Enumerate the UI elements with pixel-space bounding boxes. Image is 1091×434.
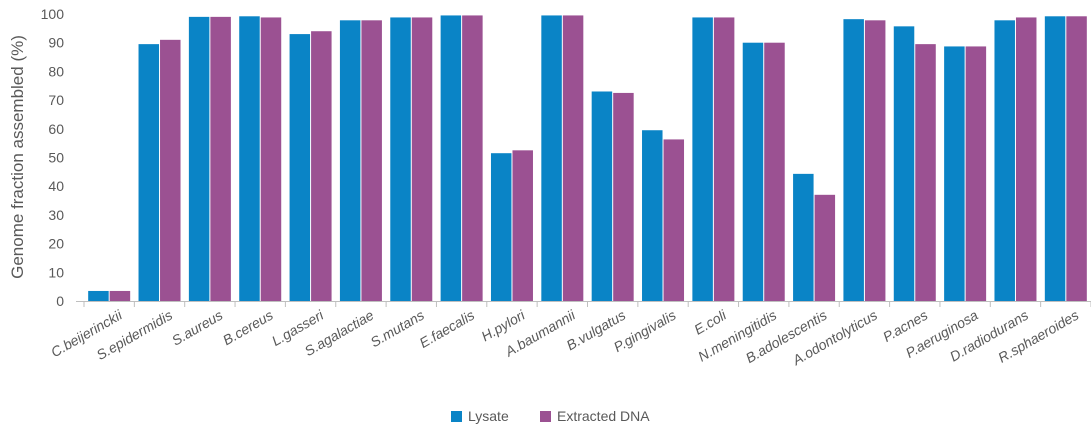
axes: 0 10 20 30 40 50 60 70 80 90 100: [41, 6, 1091, 309]
bar-extracted-dna: [915, 44, 936, 301]
bar-lysate: [742, 42, 764, 301]
y-tick-label: 80: [48, 63, 64, 79]
bar-extracted-dna: [965, 46, 987, 301]
x-tick-label: S.mutans: [368, 307, 427, 350]
bar-lysate: [692, 17, 713, 301]
bar-extracted-dna: [462, 15, 483, 302]
x-tick-label: E.faecalis: [417, 307, 478, 351]
y-tick-label: 30: [48, 207, 64, 223]
bar-extracted-dna: [764, 42, 785, 301]
bar-lysate: [793, 173, 814, 301]
bar-lysate: [642, 130, 663, 301]
y-tick-label: 100: [41, 6, 65, 22]
bar-lysate: [289, 34, 311, 302]
bar-extracted-dna: [613, 92, 634, 301]
bar-lysate: [944, 46, 965, 301]
bar-extracted-dna: [260, 17, 282, 301]
bar-lysate: [843, 19, 864, 301]
bar-lysate: [138, 44, 160, 301]
bar-extracted-dna: [713, 17, 735, 301]
bar-lysate: [188, 16, 210, 302]
y-tick-label: 0: [56, 293, 64, 309]
bar-extracted-dna: [160, 39, 181, 302]
x-tick-label: B.cereus: [220, 307, 276, 348]
y-tick-label: 60: [48, 121, 64, 137]
x-tick-label: A.odontolyticus: [789, 307, 880, 369]
bars: [88, 15, 1087, 302]
bar-extracted-dna: [1066, 16, 1087, 302]
legend-label: Lysate: [468, 408, 509, 424]
legend-label: Extracted DNA: [557, 408, 650, 424]
category-labels: C.beijerinckiiS.epidermidisS.aureusB.cer…: [48, 306, 1081, 368]
y-tick-label: 40: [48, 178, 64, 194]
y-tick-label: 90: [48, 35, 64, 51]
legend-swatch: [540, 411, 551, 422]
bar-lysate: [390, 17, 411, 301]
y-tick-label: 20: [48, 236, 64, 252]
bar-extracted-dna: [411, 17, 433, 301]
legend-swatch: [451, 411, 462, 422]
bar-extracted-dna: [210, 16, 231, 302]
bar-extracted-dna: [663, 139, 685, 301]
bar-extracted-dna: [562, 15, 584, 302]
bar-extracted-dna: [864, 20, 886, 302]
legend: Lysate Extracted DNA: [451, 408, 650, 424]
bar-extracted-dna: [814, 194, 836, 301]
bar-lysate: [893, 26, 915, 301]
bar-lysate: [541, 15, 562, 302]
bar-extracted-dna: [512, 150, 533, 301]
bar-extracted-dna: [109, 290, 131, 301]
bar-extracted-dna: [311, 31, 332, 301]
bar-lysate: [591, 91, 613, 302]
bar-extracted-dna: [361, 20, 382, 302]
bar-lysate: [1044, 16, 1066, 302]
x-tick-label: S.aureus: [169, 307, 226, 349]
bar-lysate: [239, 16, 260, 302]
bar-lysate: [339, 20, 361, 302]
y-tick-label: 50: [48, 150, 64, 166]
y-tick-label: 10: [48, 264, 64, 280]
bar-lysate: [440, 15, 462, 302]
bar-lysate: [88, 290, 109, 301]
bar-lysate: [490, 153, 512, 301]
y-axis-label: Genome fraction assembled (%): [8, 35, 27, 279]
bar-lysate: [994, 20, 1015, 302]
y-tick-label: 70: [48, 92, 64, 108]
bar-extracted-dna: [1015, 17, 1037, 301]
